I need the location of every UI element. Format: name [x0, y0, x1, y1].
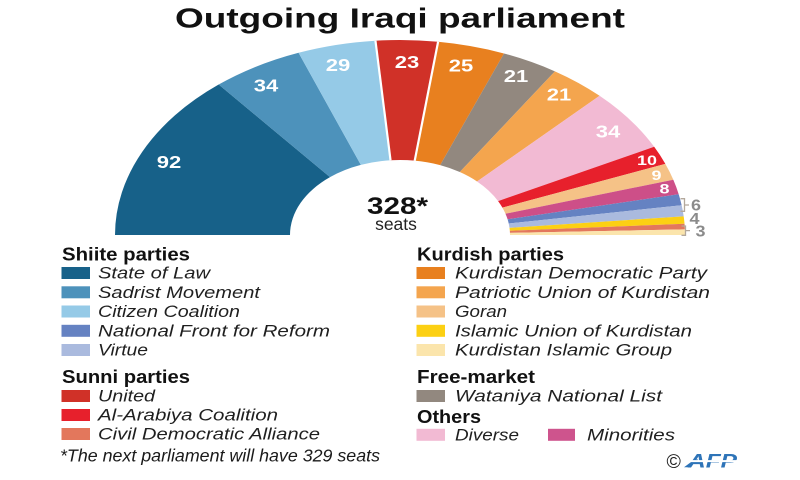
svg-text:Diverse: Diverse: [455, 425, 519, 444]
svg-text:92: 92: [157, 152, 182, 172]
svg-text:Civil Democratic Alliance: Civil Democratic Alliance: [98, 425, 320, 444]
svg-text:Outgoing Iraqi parliament: Outgoing Iraqi parliament: [175, 3, 625, 34]
svg-text:©: ©: [667, 451, 682, 473]
svg-text:328*: 328*: [367, 193, 429, 220]
svg-text:Patriotic Union of Kurdistan: Patriotic Union of Kurdistan: [455, 283, 710, 302]
svg-text:Minorities: Minorities: [587, 425, 676, 444]
svg-text:8: 8: [660, 181, 670, 197]
svg-text:25: 25: [449, 56, 474, 76]
svg-text:Virtue: Virtue: [98, 341, 148, 360]
svg-text:Goran: Goran: [455, 302, 507, 321]
svg-text:Al-Arabiya Coalition: Al-Arabiya Coalition: [97, 406, 278, 425]
svg-text:9: 9: [652, 167, 662, 183]
svg-text:Citizen Coalition: Citizen Coalition: [98, 302, 240, 321]
svg-text:National Front for Reform: National Front for Reform: [98, 321, 330, 340]
svg-text:United: United: [98, 387, 156, 406]
svg-text:Kurdistan Islamic Group: Kurdistan Islamic Group: [455, 341, 672, 360]
svg-text:4: 4: [690, 211, 700, 228]
svg-text:29: 29: [326, 55, 351, 75]
svg-text:seats: seats: [375, 214, 417, 234]
svg-text:6: 6: [691, 198, 701, 215]
svg-text:21: 21: [504, 66, 529, 86]
svg-text:Sadrist Movement: Sadrist Movement: [98, 283, 262, 302]
svg-text:State of Law: State of Law: [98, 264, 212, 283]
svg-text:Kurdistan Democratic Party: Kurdistan Democratic Party: [455, 264, 709, 283]
svg-text:Free-market: Free-market: [417, 367, 535, 387]
svg-text:34: 34: [596, 122, 621, 142]
svg-text:Others: Others: [417, 407, 481, 427]
svg-text:Sunni parties: Sunni parties: [62, 367, 190, 387]
svg-text:*The next parliament will have: *The next parliament will have 329 seats: [60, 446, 380, 466]
svg-text:10: 10: [637, 152, 657, 168]
svg-text:23: 23: [395, 52, 420, 72]
svg-text:Wataniya National List: Wataniya National List: [455, 387, 664, 406]
svg-text:34: 34: [254, 76, 279, 96]
svg-text:Kurdish parties: Kurdish parties: [417, 245, 564, 265]
svg-text:3: 3: [696, 224, 706, 241]
svg-text:Shiite parties: Shiite parties: [62, 245, 190, 265]
svg-text:21: 21: [547, 85, 572, 105]
svg-text:Islamic Union of Kurdistan: Islamic Union of Kurdistan: [455, 321, 692, 340]
